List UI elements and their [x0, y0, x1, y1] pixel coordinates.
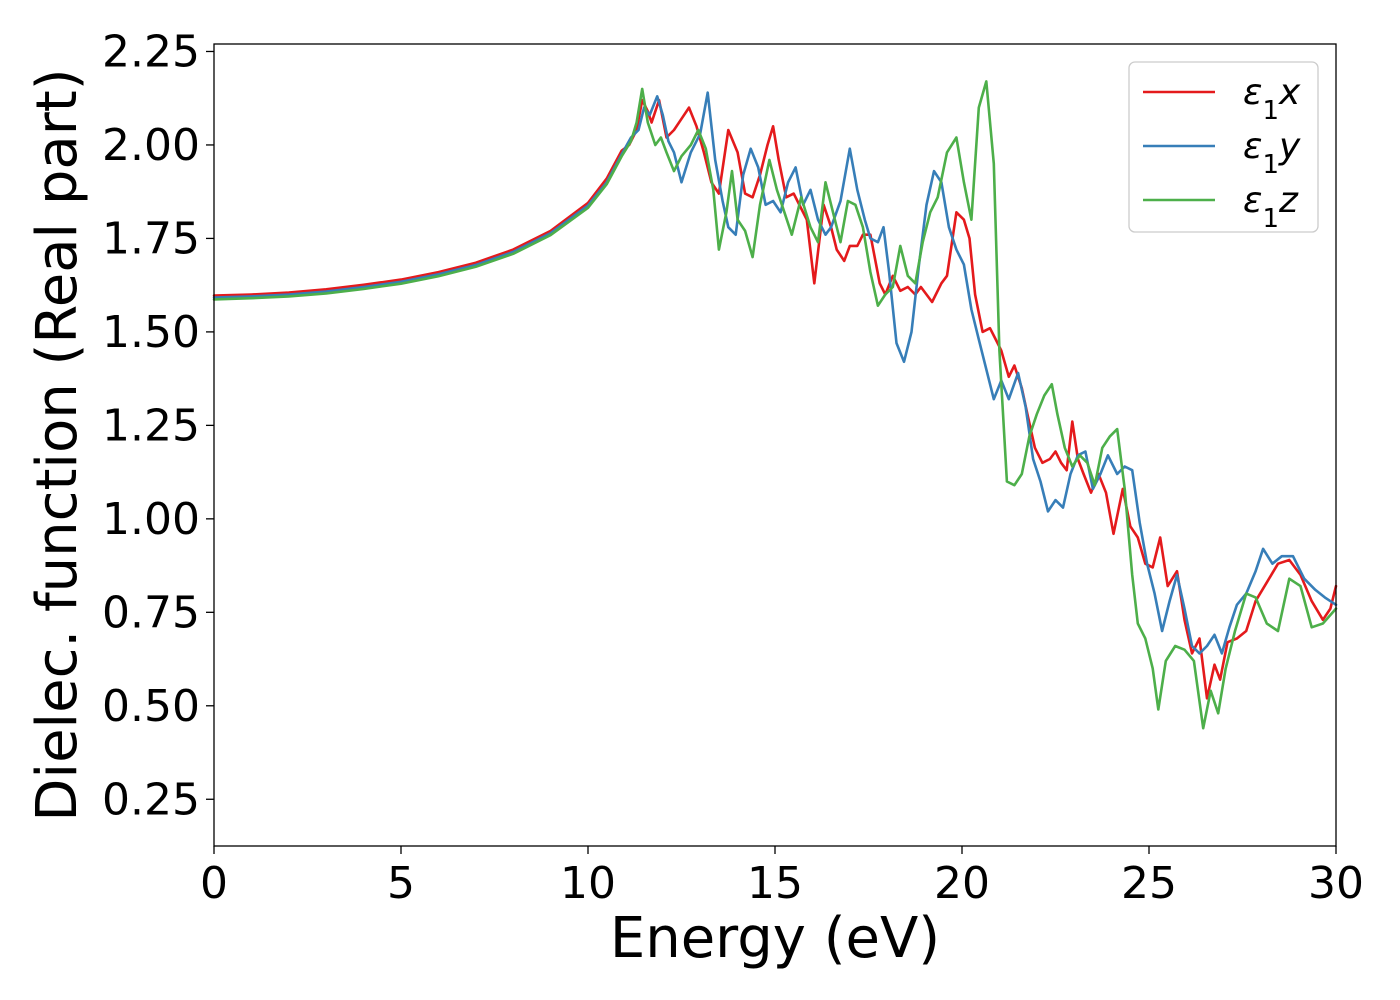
x-tick-label: 5: [387, 858, 415, 909]
legend-box: [1128, 61, 1319, 233]
series-layer: [212, 80, 1338, 730]
y-tick-label: 0.50: [102, 681, 200, 732]
x-axis-title: Energy (eV): [610, 906, 940, 971]
x-tick-label: 10: [560, 858, 616, 909]
x-tick-label: 20: [934, 858, 990, 909]
series-line-z: [212, 80, 1338, 730]
legend-label-z: ε1z: [1243, 180, 1299, 234]
y-tick-label: 2.00: [102, 120, 200, 171]
y-axis-title: Dielec. function (Real part): [25, 68, 90, 821]
y-tick-label: 2.25: [102, 26, 200, 77]
series-line-y: [212, 91, 1338, 655]
x-tick-label: 30: [1308, 858, 1364, 909]
x-tick-label: 25: [1121, 858, 1177, 909]
y-axis: 0.25 0.50 0.75 1.00 1.25 1.50 1.75 2.00 2.25: [102, 26, 214, 825]
y-tick-label: 1.50: [102, 307, 200, 358]
x-axis: 0 5 10 15 20 25 30: [200, 846, 1364, 909]
y-tick-label: 1.00: [102, 494, 200, 545]
y-tick-label: 1.25: [102, 400, 200, 451]
x-tick-label: 0: [200, 858, 228, 909]
x-tick-label: 15: [747, 858, 803, 909]
legend-label-x: ε1x: [1243, 72, 1301, 126]
y-tick-label: 1.75: [102, 213, 200, 264]
legend-label-y: ε1y: [1243, 126, 1301, 180]
y-tick-label: 0.25: [102, 774, 200, 825]
y-tick-label: 0.75: [102, 587, 200, 638]
